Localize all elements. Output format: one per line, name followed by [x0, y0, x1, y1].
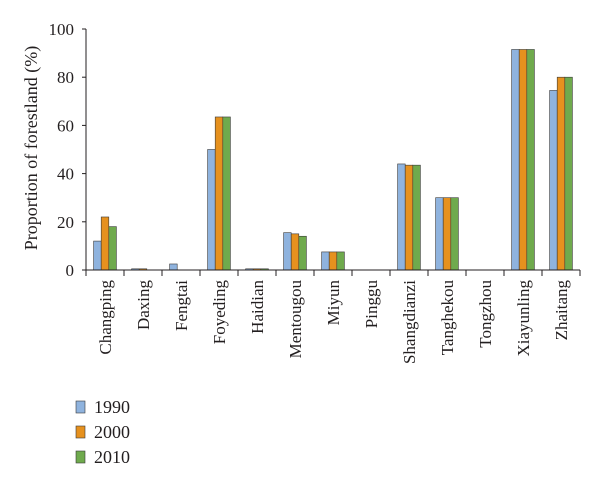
legend-label-2000: 2000: [94, 422, 130, 442]
y-axis-ticks: 0 20 40 60 80 100: [49, 20, 86, 280]
x-tick-label-tongzhou: Tongzhou: [476, 280, 495, 348]
legend-swatch-2000: [75, 425, 86, 439]
x-tick-label-tanghekou: Tanghekou: [438, 280, 457, 356]
bar-miyun-1990: [321, 251, 330, 271]
bar-miyun-2010: [336, 251, 345, 271]
x-tick-label-mentougou: Mentougou: [286, 280, 305, 359]
bar-fengtai-1990: [169, 263, 178, 271]
bar-xiayunling-1990: [511, 49, 520, 271]
y-tick-label: 20: [57, 213, 74, 232]
bar-tanghekou-1990: [435, 197, 444, 271]
x-tick-label-pinggu: Pinggu: [362, 280, 381, 329]
y-tick-label: 0: [66, 261, 75, 280]
bar-xiayunling-2000: [518, 49, 528, 271]
y-tick-label: 60: [57, 116, 74, 135]
bar-series: [93, 49, 573, 271]
x-tick-label-foyeding: Foyeding: [210, 280, 229, 345]
bar-zhaitang-1990: [549, 90, 558, 271]
bar-changping-2000: [100, 216, 110, 271]
bar-tanghekou-2010: [450, 197, 459, 271]
bar-tanghekou-2000: [442, 197, 452, 271]
x-axis-ticks: Changping Daxing Fengtai Foyeding Haidian Men…: [85, 270, 581, 364]
bar-mentougou-2010: [298, 235, 307, 271]
bar-zhaitang-2000: [556, 76, 566, 271]
x-tick-label-haidian: Haidian: [248, 280, 267, 334]
bar-zhaitang-2010: [564, 76, 573, 271]
legend-label-2010: 2010: [94, 447, 130, 467]
bar-xiayunling-2010: [526, 49, 535, 271]
x-tick-label-fengtai: Fengtai: [172, 280, 191, 331]
bar-changping-2010: [108, 226, 117, 271]
bar-shangdianzi-2010: [412, 164, 421, 271]
x-tick-label-xiayunling: Xiayunling: [514, 280, 533, 357]
bar-foyeding-2010: [222, 116, 231, 271]
y-tick-label: 40: [57, 165, 74, 184]
bar-foyeding-1990: [207, 149, 216, 271]
bar-mentougou-1990: [283, 232, 292, 271]
bar-mentougou-2000: [290, 233, 300, 271]
bar-changping-1990: [93, 240, 102, 271]
bar-shangdianzi-2000: [404, 164, 414, 271]
x-tick-label-zhaitang: Zhaitang: [552, 280, 571, 341]
y-tick-label: 80: [57, 68, 74, 87]
axes: [85, 29, 580, 271]
x-tick-label-miyun: Miyun: [324, 280, 343, 326]
bar-shangdianzi-1990: [397, 163, 406, 271]
x-tick-label-daxing: Daxing: [134, 280, 153, 331]
bar-foyeding-2000: [214, 116, 224, 271]
x-tick-label-changping: Changping: [96, 280, 115, 355]
y-tick-label: 100: [49, 20, 75, 39]
y-axis-title: Proportion of forestland (%): [21, 46, 42, 250]
x-tick-label-shangdianzi: Shangdianzi: [400, 280, 419, 364]
bar-miyun-2000: [328, 251, 338, 271]
legend-swatch-2010: [75, 450, 86, 464]
legend-swatch-1990: [75, 400, 86, 414]
legend: 1990 2000 2010: [75, 397, 130, 467]
legend-label-1990: 1990: [94, 397, 130, 417]
